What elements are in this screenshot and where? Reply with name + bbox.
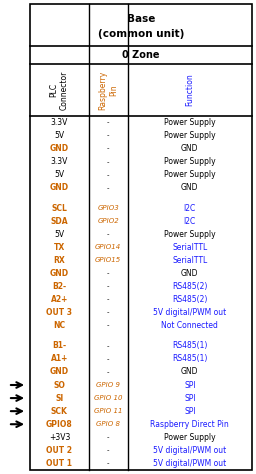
Text: B1-: B1- bbox=[52, 341, 67, 350]
Text: GND: GND bbox=[181, 144, 199, 153]
Text: A2+: A2+ bbox=[51, 295, 68, 304]
Text: GPIO3: GPIO3 bbox=[97, 205, 119, 211]
Text: RX: RX bbox=[54, 256, 65, 265]
Text: -: - bbox=[107, 172, 110, 178]
Text: GPIO 10: GPIO 10 bbox=[94, 395, 123, 401]
Text: I2C: I2C bbox=[184, 217, 196, 226]
Text: NC: NC bbox=[53, 321, 66, 330]
Text: 5V digital/PWM out: 5V digital/PWM out bbox=[153, 308, 227, 317]
Text: Function: Function bbox=[185, 73, 194, 106]
Text: -: - bbox=[107, 146, 110, 152]
Text: -: - bbox=[107, 159, 110, 165]
Text: RS485(1): RS485(1) bbox=[172, 355, 208, 364]
Text: RS485(2): RS485(2) bbox=[172, 295, 208, 304]
Text: -: - bbox=[107, 185, 110, 191]
Text: -: - bbox=[107, 310, 110, 316]
Text: SPI: SPI bbox=[184, 407, 196, 416]
Text: Not Connected: Not Connected bbox=[161, 321, 218, 330]
Text: GND: GND bbox=[50, 367, 69, 376]
Text: -: - bbox=[107, 270, 110, 276]
Text: Raspberry Direct Pin: Raspberry Direct Pin bbox=[151, 420, 229, 428]
Text: SCL: SCL bbox=[51, 203, 67, 212]
Text: -: - bbox=[107, 297, 110, 302]
Text: Power Supply: Power Supply bbox=[164, 170, 216, 179]
Text: SPI: SPI bbox=[184, 381, 196, 390]
Text: 3.3V: 3.3V bbox=[51, 157, 68, 166]
Text: SerialTTL: SerialTTL bbox=[172, 256, 207, 265]
Text: GPIO8: GPIO8 bbox=[46, 420, 73, 428]
Text: SI: SI bbox=[55, 393, 63, 402]
Text: TX: TX bbox=[54, 243, 65, 252]
Text: OUT 1: OUT 1 bbox=[46, 459, 72, 468]
Text: GND: GND bbox=[50, 269, 69, 278]
Text: -: - bbox=[107, 343, 110, 349]
Text: SCK: SCK bbox=[51, 407, 68, 416]
Text: OUT 3: OUT 3 bbox=[46, 308, 72, 317]
Text: 5V: 5V bbox=[54, 230, 65, 238]
Text: -: - bbox=[107, 283, 110, 290]
Text: -: - bbox=[107, 369, 110, 375]
Text: GPIO 9: GPIO 9 bbox=[96, 382, 120, 388]
Text: 5V digital/PWM out: 5V digital/PWM out bbox=[153, 459, 227, 468]
Text: -: - bbox=[107, 119, 110, 126]
Text: GND: GND bbox=[181, 367, 199, 376]
Text: A1+: A1+ bbox=[51, 355, 68, 364]
Text: -: - bbox=[107, 447, 110, 454]
Text: GPIO2: GPIO2 bbox=[97, 218, 119, 224]
Text: I2C: I2C bbox=[184, 203, 196, 212]
Text: -: - bbox=[107, 434, 110, 440]
Text: SerialTTL: SerialTTL bbox=[172, 243, 207, 252]
Text: Power Supply: Power Supply bbox=[164, 157, 216, 166]
Bar bbox=[30, 4, 252, 470]
Text: -: - bbox=[107, 356, 110, 362]
Text: SPI: SPI bbox=[184, 393, 196, 402]
Text: -: - bbox=[107, 133, 110, 138]
Text: RS485(1): RS485(1) bbox=[172, 341, 208, 350]
Text: 5V: 5V bbox=[54, 170, 65, 179]
Text: Power Supply: Power Supply bbox=[164, 230, 216, 238]
Text: +3V3: +3V3 bbox=[49, 433, 70, 442]
Text: GND: GND bbox=[181, 269, 199, 278]
Text: OUT 2: OUT 2 bbox=[46, 446, 72, 455]
Text: 5V digital/PWM out: 5V digital/PWM out bbox=[153, 446, 227, 455]
Text: GPIO15: GPIO15 bbox=[95, 257, 121, 264]
Text: -: - bbox=[107, 323, 110, 328]
Text: Base: Base bbox=[127, 14, 155, 24]
Text: -: - bbox=[107, 460, 110, 466]
Text: GND: GND bbox=[181, 183, 199, 192]
Text: (common unit): (common unit) bbox=[98, 29, 184, 39]
Text: RS485(2): RS485(2) bbox=[172, 282, 208, 291]
Text: GPIO 11: GPIO 11 bbox=[94, 408, 123, 414]
Text: GND: GND bbox=[50, 183, 69, 192]
Text: 5V: 5V bbox=[54, 131, 65, 140]
Text: SO: SO bbox=[54, 381, 65, 390]
Text: PLC
Connector: PLC Connector bbox=[50, 70, 69, 109]
Text: Power Supply: Power Supply bbox=[164, 118, 216, 127]
Text: Power Supply: Power Supply bbox=[164, 131, 216, 140]
Text: 0 Zone: 0 Zone bbox=[122, 50, 160, 60]
Text: B2-: B2- bbox=[52, 282, 67, 291]
Text: Power Supply: Power Supply bbox=[164, 433, 216, 442]
Text: GND: GND bbox=[50, 144, 69, 153]
Text: 3.3V: 3.3V bbox=[51, 118, 68, 127]
Text: GPIO 8: GPIO 8 bbox=[96, 421, 120, 427]
Text: -: - bbox=[107, 231, 110, 237]
Text: SDA: SDA bbox=[51, 217, 68, 226]
Text: GPIO14: GPIO14 bbox=[95, 244, 121, 250]
Text: Raspberry
Pin: Raspberry Pin bbox=[99, 70, 118, 109]
